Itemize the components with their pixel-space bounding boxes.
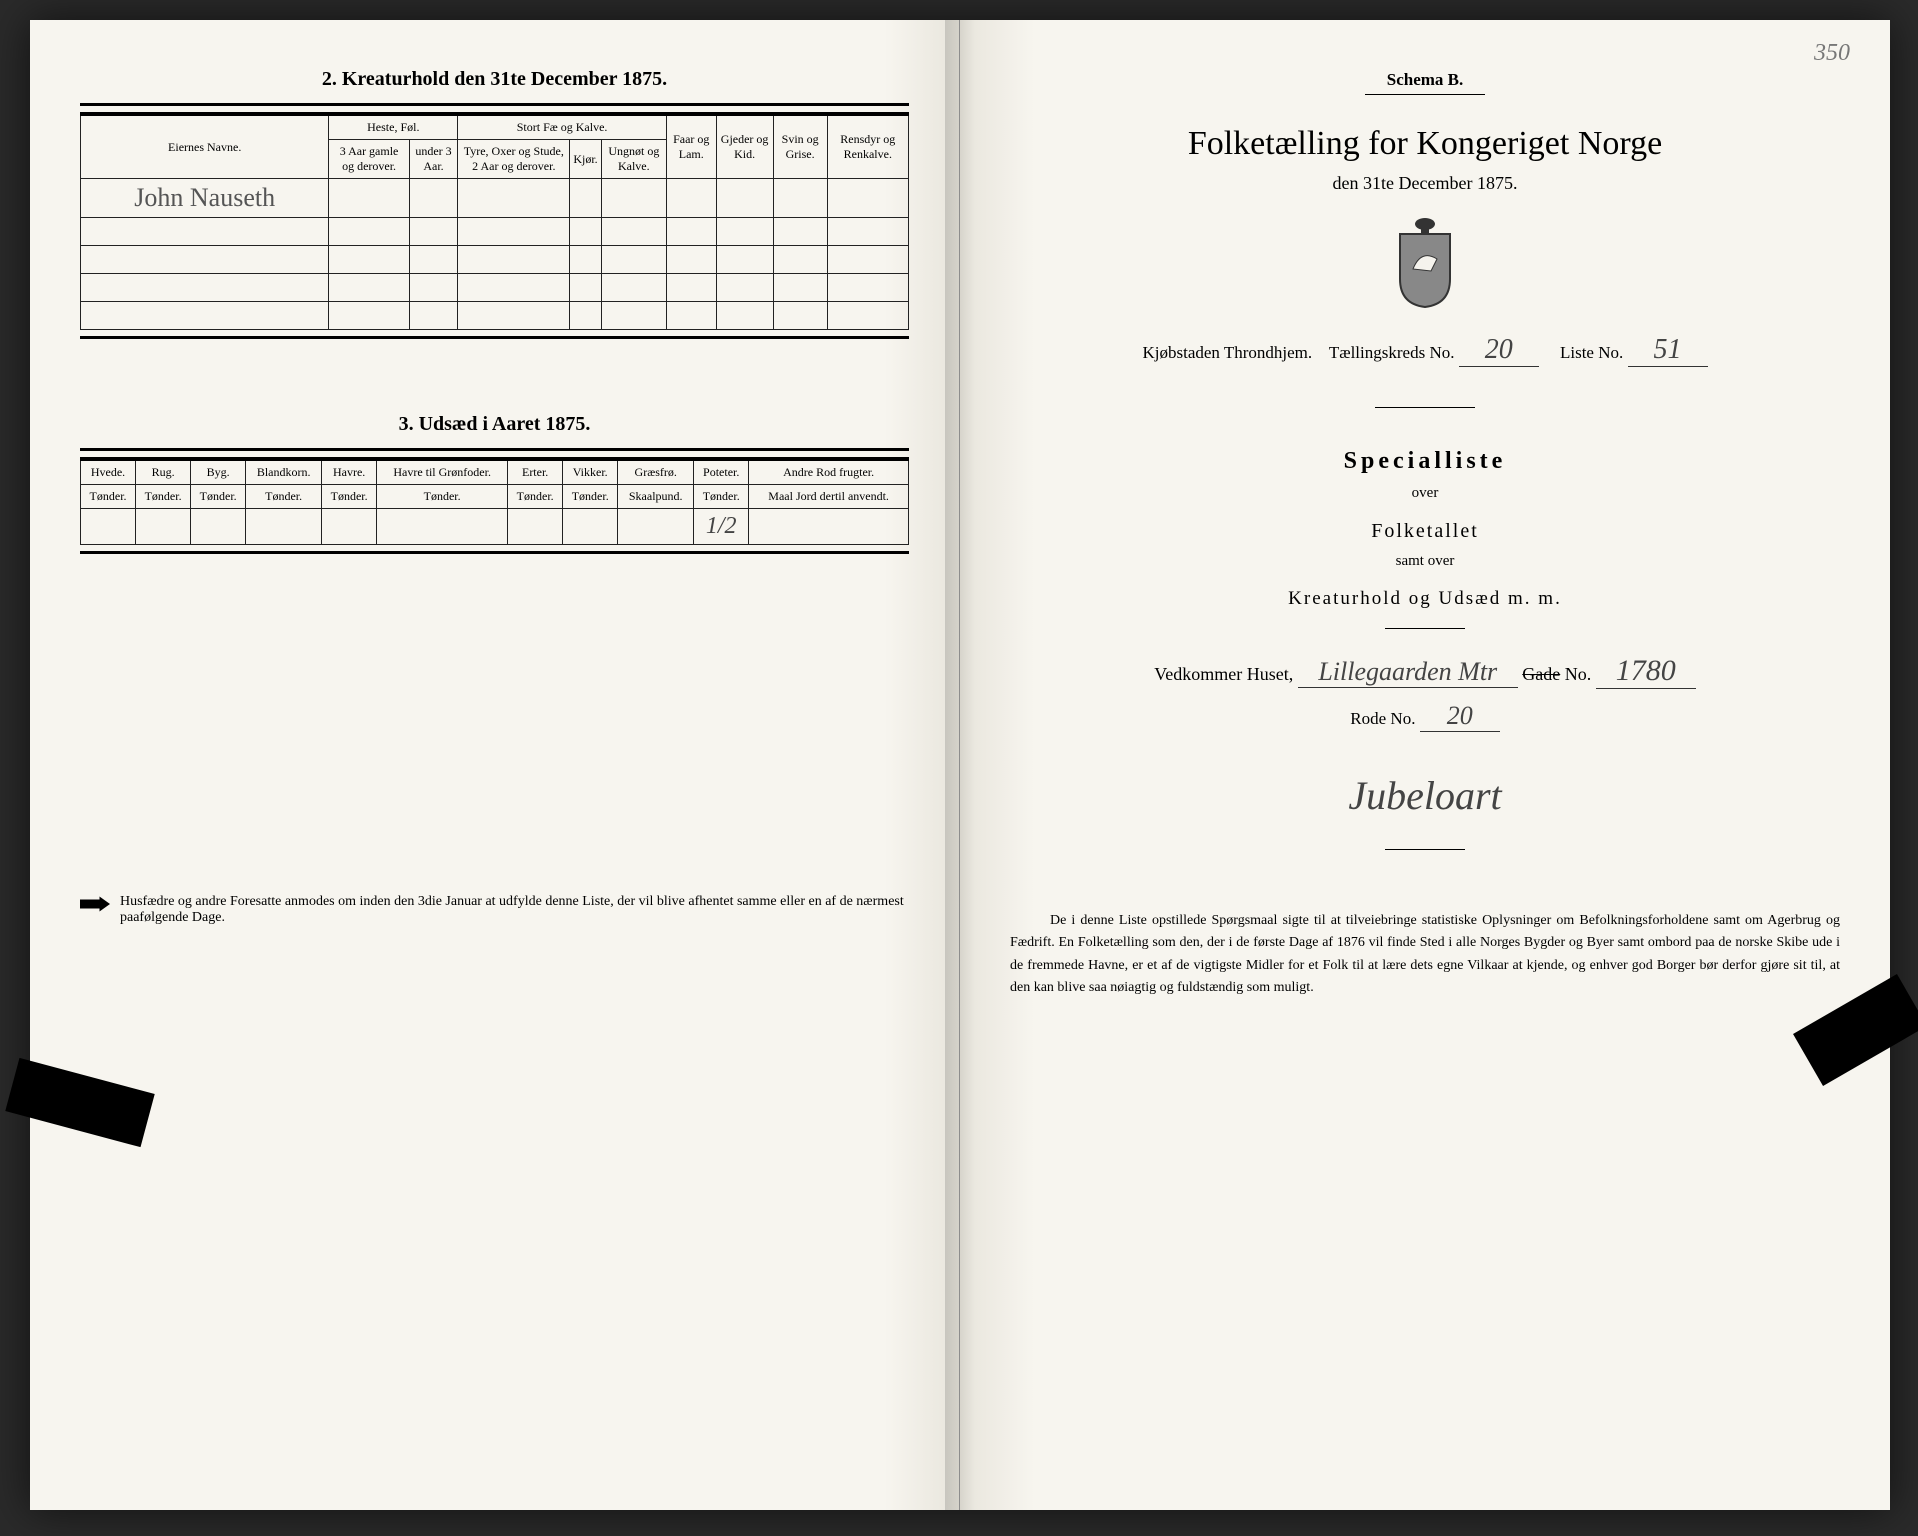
rule xyxy=(1385,628,1465,629)
taellings-no: 20 xyxy=(1459,334,1539,367)
main-title: Folketælling for Kongeriget Norge xyxy=(1010,125,1840,163)
th-unit: Tønder. xyxy=(322,485,377,509)
table-row: 1/2 xyxy=(81,509,909,545)
rule xyxy=(1385,849,1465,850)
owner-name: John Nauseth xyxy=(81,179,329,218)
th-unit: Tønder. xyxy=(563,485,618,509)
rode-no: 20 xyxy=(1420,701,1500,732)
page-number: 350 xyxy=(1814,40,1850,67)
th-stort: Stort Fæ og Kalve. xyxy=(458,114,667,140)
table-kreaturhold: Eiernes Navne. Heste, Føl. Stort Fæ og K… xyxy=(80,112,909,330)
table-row xyxy=(81,218,909,246)
th: Græsfrø. xyxy=(618,459,694,485)
vedkommer-line: Vedkommer Huset, Lillegaarden Mtr Gade N… xyxy=(1010,654,1840,689)
th: Erter. xyxy=(508,459,563,485)
th-heste-sub2: under 3 Aar. xyxy=(409,140,458,179)
th: Havre til Grønfoder. xyxy=(377,459,508,485)
th-unit: Tønder. xyxy=(191,485,246,509)
coat-of-arms-icon xyxy=(1385,214,1465,309)
th-unit: Skaalpund. xyxy=(618,485,694,509)
th-unit: Maal Jord dertil anvendt. xyxy=(749,485,909,509)
th-unit: Tønder. xyxy=(246,485,322,509)
th: Vikker. xyxy=(563,459,618,485)
kjobstad-line: Kjøbstaden Throndhjem. Tællingskreds No.… xyxy=(1010,334,1840,367)
kreatur-line: Kreaturhold og Udsæd m. m. xyxy=(1010,588,1840,610)
rule xyxy=(1375,407,1475,408)
samt: samt over xyxy=(1010,553,1840,570)
footer-note-text: Husfædre og andre Foresatte anmodes om i… xyxy=(120,894,909,926)
right-page: 350 Schema B. Folketælling for Kongerige… xyxy=(960,20,1890,1510)
gade-strike: Gade xyxy=(1522,664,1560,684)
th-stort-sub1: Tyre, Oxer og Stude, 2 Aar og derover. xyxy=(458,140,570,179)
over: over xyxy=(1010,485,1840,502)
pointing-hand-icon xyxy=(80,894,110,914)
vedkommer-label: Vedkommer Huset, xyxy=(1154,664,1293,684)
left-page: 2. Kreaturhold den 31te December 1875. E… xyxy=(30,20,960,1510)
subtitle: den 31te December 1875. xyxy=(1010,173,1840,194)
th: Poteter. xyxy=(694,459,749,485)
th: Byg. xyxy=(191,459,246,485)
th: Havre. xyxy=(322,459,377,485)
table-row xyxy=(81,246,909,274)
rule xyxy=(1365,94,1485,95)
th-eiernes: Eiernes Navne. xyxy=(81,114,329,179)
th: Rug. xyxy=(136,459,191,485)
table-row xyxy=(81,274,909,302)
house-no: 1780 xyxy=(1596,654,1696,689)
rule xyxy=(80,551,909,554)
th: Andre Rod frugter. xyxy=(749,459,909,485)
table-udsaed: Hvede. Rug. Byg. Blandkorn. Havre. Havre… xyxy=(80,457,909,545)
taellings-label: Tællingskreds No. xyxy=(1329,343,1455,362)
specialliste: Specialliste xyxy=(1010,448,1840,475)
liste-no: 51 xyxy=(1628,334,1708,367)
th-unit: Tønder. xyxy=(694,485,749,509)
rule xyxy=(80,448,909,451)
th-unit: Tønder. xyxy=(136,485,191,509)
kjobstaden: Kjøbstaden Throndhjem. xyxy=(1142,343,1312,362)
th-svin: Svin og Grise. xyxy=(773,114,827,179)
th-heste-sub1: 3 Aar gamle og derover. xyxy=(329,140,409,179)
bottom-paragraph: De i denne Liste opstillede Spørgsmaal s… xyxy=(1010,910,1840,1000)
rule xyxy=(80,336,909,339)
th-rensdyr: Rensdyr og Renkalve. xyxy=(827,114,908,179)
folketallet: Folketallet xyxy=(1010,520,1840,543)
liste-label: Liste No. xyxy=(1560,343,1623,362)
th-unit: Tønder. xyxy=(508,485,563,509)
th-gjeder: Gjeder og Kid. xyxy=(716,114,773,179)
th-stort-sub3: Ungnøt og Kalve. xyxy=(601,140,666,179)
street-handwritten: Lillegaarden Mtr xyxy=(1298,657,1518,688)
signature: Jubeloart xyxy=(1010,772,1840,819)
book-spread: 2. Kreaturhold den 31te December 1875. E… xyxy=(30,20,1890,1510)
table-row: John Nauseth xyxy=(81,179,909,218)
schema-label: Schema B. xyxy=(1010,70,1840,90)
th-heste: Heste, Føl. xyxy=(329,114,458,140)
gade-no-label: No. xyxy=(1565,664,1592,684)
table-row xyxy=(81,302,909,330)
th: Blandkorn. xyxy=(246,459,322,485)
rode-line: Rode No. 20 xyxy=(1010,701,1840,732)
th-faar: Faar og Lam. xyxy=(666,114,716,179)
th-unit: Tønder. xyxy=(377,485,508,509)
th-stort-sub2: Kjør. xyxy=(570,140,601,179)
th-unit: Tønder. xyxy=(81,485,136,509)
rode-label: Rode No. xyxy=(1350,709,1415,728)
section3-title: 3. Udsæd i Aaret 1875. xyxy=(80,413,909,436)
footer-note: Husfædre og andre Foresatte anmodes om i… xyxy=(80,894,909,926)
section2-title: 2. Kreaturhold den 31te December 1875. xyxy=(80,68,909,91)
rule xyxy=(80,103,909,106)
poteter-value: 1/2 xyxy=(694,509,749,545)
th: Hvede. xyxy=(81,459,136,485)
